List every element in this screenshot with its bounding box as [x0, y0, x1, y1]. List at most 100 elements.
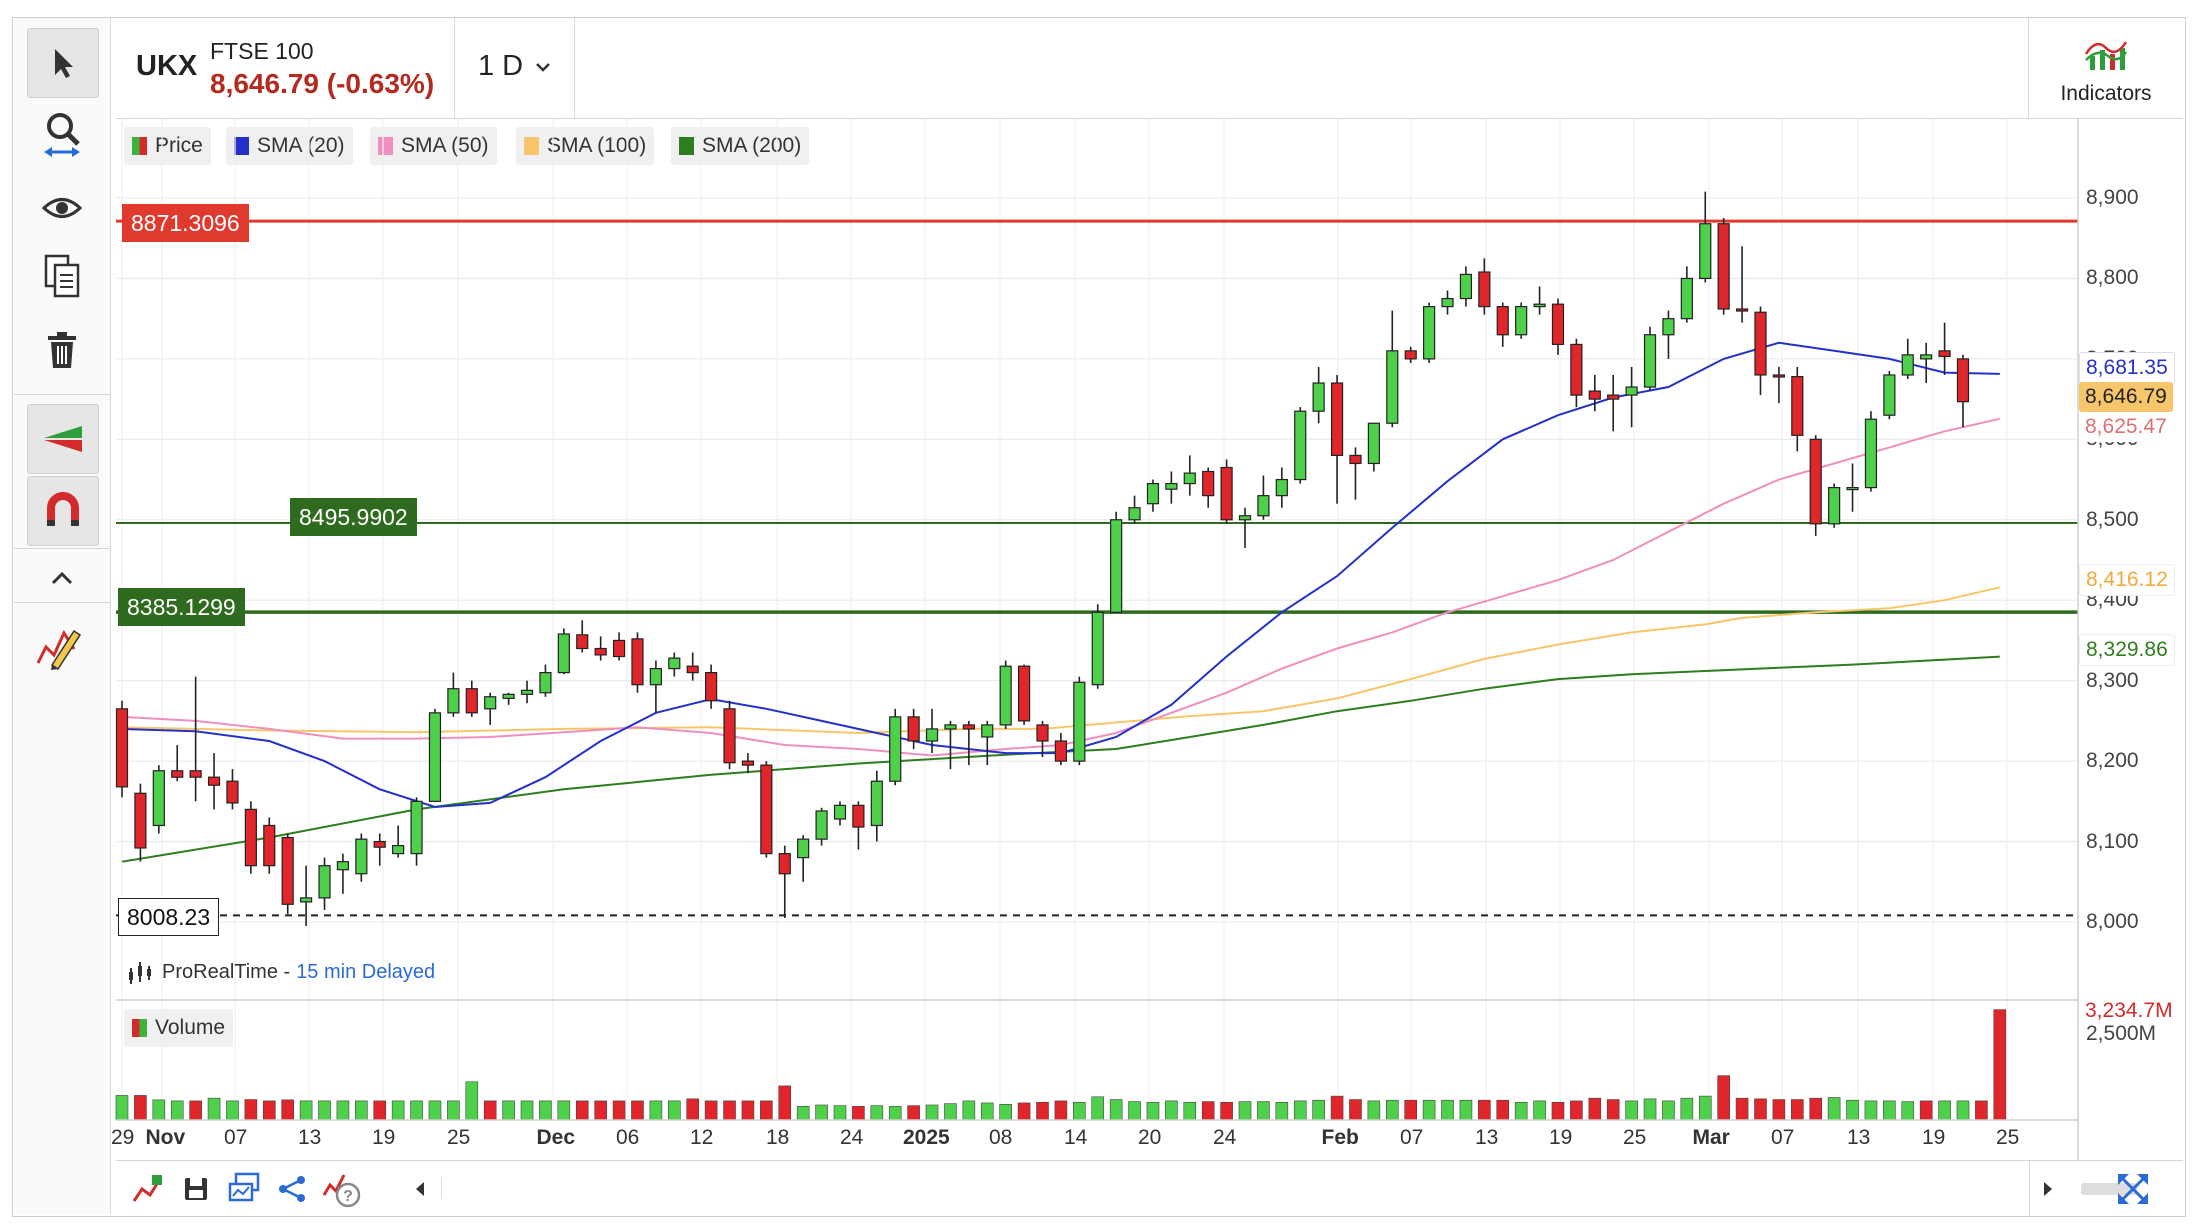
candle[interactable] [465, 680, 478, 717]
candle[interactable] [1699, 191, 1712, 283]
zoom-tool-button[interactable] [27, 100, 97, 168]
candle[interactable] [392, 825, 405, 858]
candle[interactable] [1846, 463, 1859, 512]
candle[interactable] [1515, 302, 1528, 339]
candle[interactable] [1901, 338, 1914, 379]
candle[interactable] [1864, 411, 1878, 492]
candle[interactable] [1570, 338, 1583, 408]
legend-volume[interactable]: Volume [124, 1009, 234, 1047]
candle[interactable] [594, 636, 607, 661]
candle[interactable] [373, 833, 386, 866]
visibility-button[interactable] [27, 174, 97, 242]
pointer-tool-button[interactable] [27, 28, 99, 98]
candle[interactable] [410, 797, 423, 866]
candle[interactable] [539, 664, 552, 697]
save-button[interactable] [176, 1169, 216, 1209]
candle[interactable] [1275, 467, 1288, 508]
candle[interactable] [1478, 258, 1491, 315]
candle[interactable] [1423, 302, 1436, 363]
delete-button[interactable] [27, 316, 97, 384]
candle[interactable] [1091, 604, 1104, 689]
candle[interactable] [1772, 366, 1786, 404]
candle[interactable] [1588, 374, 1601, 412]
candle[interactable] [852, 801, 865, 850]
copy-button[interactable] [27, 242, 97, 310]
candle[interactable] [557, 628, 570, 675]
candle[interactable] [207, 753, 221, 810]
candle[interactable] [1220, 459, 1233, 524]
scrollbar-thumb[interactable] [2081, 1183, 2137, 1195]
candle[interactable] [1735, 246, 1749, 323]
candle[interactable] [833, 801, 847, 826]
candle[interactable] [226, 769, 239, 810]
candle[interactable] [336, 853, 350, 894]
candle[interactable] [981, 720, 994, 766]
candle[interactable] [870, 770, 883, 842]
resistance-level-label[interactable]: 8871.3096 [122, 204, 249, 242]
candle[interactable] [778, 845, 791, 918]
candle[interactable] [189, 676, 202, 802]
candle[interactable] [1128, 495, 1141, 524]
candle[interactable] [741, 753, 755, 774]
candle[interactable] [1165, 471, 1178, 504]
candle[interactable] [612, 632, 626, 661]
candle[interactable] [1017, 664, 1031, 725]
legend-sma20[interactable]: SMA (20) [226, 127, 353, 165]
candle[interactable] [520, 680, 534, 704]
candle[interactable] [502, 692, 515, 705]
candle[interactable] [686, 652, 699, 681]
candle[interactable] [355, 833, 368, 882]
candle[interactable] [1441, 290, 1454, 315]
support-mid-level-label[interactable]: 8495.9902 [290, 498, 417, 536]
candle[interactable] [1828, 483, 1841, 528]
candle[interactable] [925, 708, 939, 754]
candle[interactable] [134, 783, 147, 862]
candle[interactable] [1956, 354, 1970, 428]
candle[interactable] [1386, 310, 1399, 428]
drawing-tools-button[interactable] [27, 612, 97, 680]
candle[interactable] [1680, 266, 1693, 323]
chart-type-button[interactable] [128, 1169, 168, 1209]
candle[interactable] [281, 833, 294, 914]
candle[interactable] [1791, 366, 1804, 452]
candle[interactable] [889, 708, 902, 786]
candle[interactable] [1036, 720, 1049, 758]
candle[interactable] [723, 700, 736, 770]
candle[interactable] [1643, 326, 1657, 392]
candle[interactable] [1294, 407, 1307, 484]
trend-tool-button[interactable] [27, 404, 99, 474]
candle[interactable] [1146, 479, 1160, 512]
candle[interactable] [428, 708, 442, 802]
candle[interactable] [1330, 374, 1344, 504]
candle[interactable] [962, 720, 975, 766]
candle[interactable] [944, 720, 957, 770]
share-button[interactable] [272, 1169, 312, 1209]
candle[interactable] [300, 865, 313, 927]
candle[interactable] [1073, 676, 1086, 766]
candle[interactable] [1238, 507, 1252, 548]
legend-price[interactable]: Price [124, 127, 211, 165]
legend-sma50[interactable]: SMA (50) [370, 127, 497, 165]
candle[interactable] [318, 857, 331, 910]
legend-sma100[interactable]: SMA (100) [516, 127, 655, 165]
scroll-right-button[interactable] [2028, 1169, 2068, 1209]
collapse-toolbar-button[interactable] [27, 558, 97, 598]
candle[interactable] [1920, 342, 1933, 384]
candle[interactable] [1367, 422, 1380, 472]
candle[interactable] [171, 745, 184, 782]
candle[interactable] [115, 700, 129, 798]
fullscreen-button[interactable] [2113, 1169, 2153, 1209]
candle[interactable] [705, 664, 718, 709]
candle[interactable] [1717, 218, 1730, 315]
help-button[interactable]: ? [322, 1169, 362, 1209]
candle[interactable] [1809, 435, 1822, 536]
candle[interactable] [1202, 467, 1215, 508]
horizontal-scrollbar[interactable] [441, 1175, 2141, 1201]
candle[interactable] [447, 672, 460, 717]
layouts-button[interactable] [224, 1169, 264, 1209]
candle[interactable] [1257, 475, 1270, 520]
candle[interactable] [263, 817, 276, 874]
candle[interactable] [1496, 302, 1509, 347]
candle[interactable] [1312, 366, 1325, 424]
